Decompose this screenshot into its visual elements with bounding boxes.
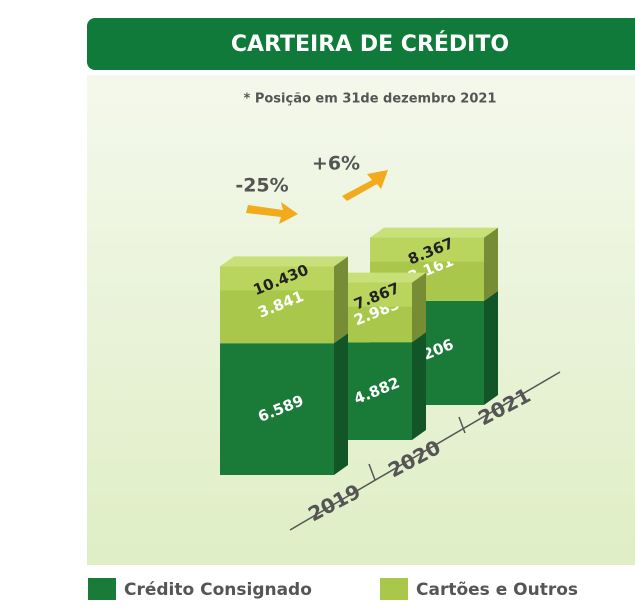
- x-axis: [289, 371, 561, 531]
- arrow-up: [342, 170, 388, 201]
- bar-side: [484, 290, 498, 405]
- arrow-down: [246, 202, 298, 224]
- bar-top: [370, 227, 498, 238]
- bar-side: [334, 256, 348, 344]
- bar-top: [334, 272, 426, 283]
- total-band: [370, 237, 484, 262]
- subtitle: * Posição em 31de dezembro 2021: [244, 92, 497, 107]
- bar-side: [412, 332, 426, 440]
- axis-tick: [368, 463, 376, 481]
- total-band: [220, 266, 334, 291]
- legend-label: Cartões e Outros: [416, 580, 578, 600]
- axis-tick: [458, 416, 466, 434]
- chart-title: CARTEIRA DE CRÉDITO: [231, 31, 509, 57]
- bar-segment: [220, 343, 334, 475]
- title-banner: [87, 18, 635, 70]
- legend-swatch: [88, 578, 116, 600]
- annotation: +6%: [312, 153, 360, 175]
- bar-top: [220, 256, 348, 267]
- bar-side: [484, 227, 498, 301]
- bar-side: [334, 333, 348, 475]
- annotation: -25%: [235, 175, 288, 197]
- legend-label: Crédito Consignado: [124, 580, 312, 600]
- legend-swatch: [380, 578, 408, 600]
- bar-side: [412, 272, 426, 343]
